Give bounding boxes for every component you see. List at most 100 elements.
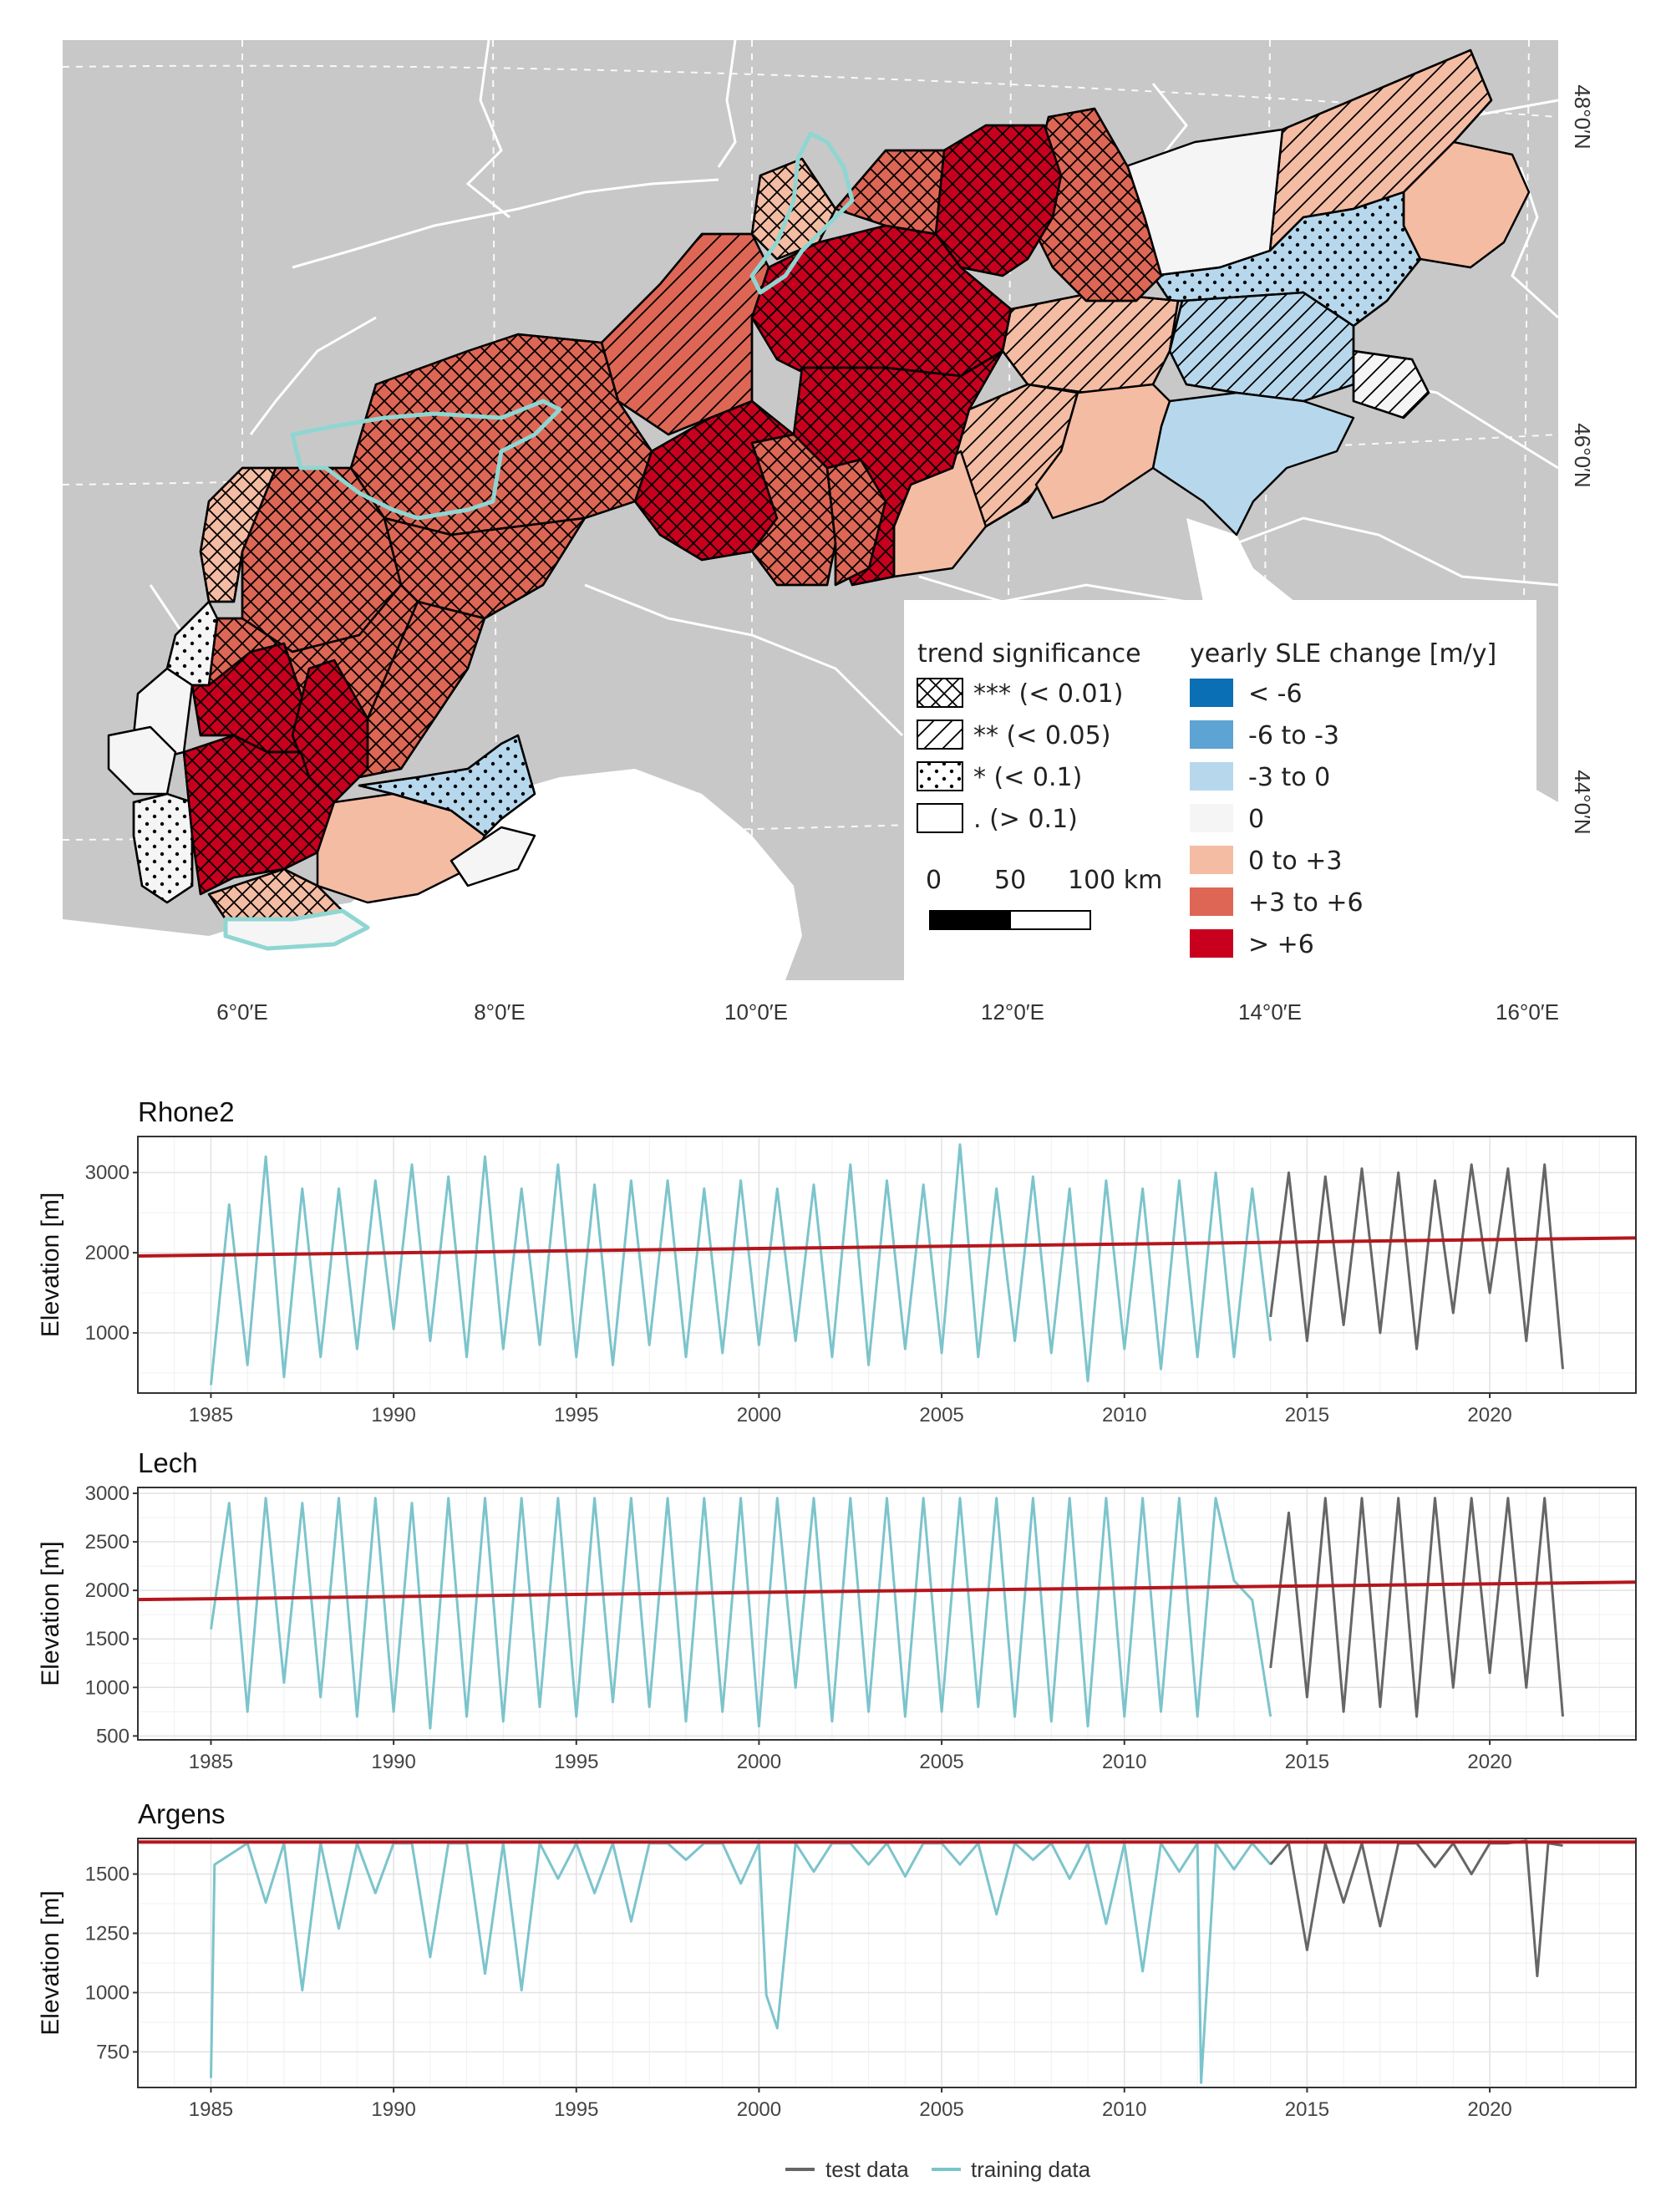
legend-significance-label: * (< 0.1) <box>973 763 1082 792</box>
lat-label: 44°0′N <box>1570 770 1595 834</box>
legend-change-label: 0 <box>1248 805 1264 834</box>
y-tick-label: 1500 <box>85 1864 130 1886</box>
y-tick-label: 1250 <box>85 1923 130 1945</box>
panel-rhone2: Rhone2 1000 2000 3000 1985 1990 1995 2000 2005 20… <box>37 1096 1637 1426</box>
y-axis-label: Elevation [m] <box>37 1192 64 1337</box>
longitude-labels: 6°0′E 8°0′E 10°0′E 12°0′E 14°0′E 16°0′E <box>216 999 1559 1025</box>
catchment <box>358 600 486 779</box>
x-tick-label: 2000 <box>737 1404 781 1426</box>
legend-significance-label: ** (< 0.05) <box>973 721 1110 750</box>
legend-change-label: -3 to 0 <box>1248 763 1330 792</box>
y-tick-label: 3000 <box>85 1482 130 1505</box>
test-data-line <box>1269 1163 1564 1370</box>
y-tick-label: 3000 <box>85 1162 130 1184</box>
highlight-rhone2 <box>290 399 562 521</box>
catchment <box>449 826 536 887</box>
legend-significance-pattern <box>917 678 963 708</box>
legend-change-swatch <box>1190 679 1233 707</box>
lon-label: 10°0′E <box>724 999 788 1025</box>
catchment <box>834 149 946 236</box>
plot-area <box>138 1137 1636 1393</box>
panel-title: Lech <box>138 1447 198 1478</box>
lon-label: 12°0′E <box>981 999 1044 1025</box>
test-data-line <box>1269 1839 1563 1978</box>
catchment <box>199 466 277 603</box>
legend-change-swatch <box>1190 887 1233 916</box>
x-tick-label: 2020 <box>1467 2098 1511 2121</box>
plot-frame <box>137 1838 1637 2088</box>
legend-significance-pattern <box>917 720 963 750</box>
lat-label: 46°0′N <box>1570 423 1595 487</box>
x-tick-label: 1990 <box>371 1404 415 1426</box>
test-data-label: test data <box>825 2157 909 2182</box>
training-data-label: training data <box>971 2157 1091 2182</box>
catchment <box>1168 291 1355 403</box>
x-tick-label: 1990 <box>371 2098 415 2121</box>
legend-significance-label: . (> 0.1) <box>973 805 1078 834</box>
scalebar-label-0: 0 <box>926 866 942 895</box>
latitude-labels: 48°0′N 46°0′N 44°0′N <box>1570 84 1595 834</box>
y-tick-label: 1000 <box>85 1322 130 1345</box>
legend-change-swatch <box>1190 929 1233 958</box>
x-tick-label: 2000 <box>737 2098 781 2121</box>
legend-change-swatch <box>1190 762 1233 791</box>
test-data-line <box>1269 1497 1564 1718</box>
series-legend: test data training data <box>785 2157 1091 2182</box>
y-axis-label: Elevation [m] <box>37 1890 64 2035</box>
x-tick-label: 1995 <box>554 1751 598 1773</box>
panel-lech: Lech 500 1000 1500 2000 2500 3000 1985 1990 1995 2… <box>37 1447 1637 1773</box>
trend-line <box>137 1236 1637 1258</box>
legend-change-swatch <box>1190 720 1233 749</box>
lon-label: 14°0′E <box>1238 999 1302 1025</box>
x-tick-label: 1995 <box>554 1404 598 1426</box>
legend-change-title: yearly SLE change [m/y] <box>1190 639 1496 669</box>
highlight-lech <box>749 131 855 295</box>
y-tick-label: 750 <box>96 2041 130 2063</box>
x-tick-label: 2015 <box>1285 1404 1329 1426</box>
legend-change-label: 0 to +3 <box>1248 847 1343 876</box>
map-legend: trend significance *** (< 0.01) ** (< 0.0… <box>904 600 1536 980</box>
y-axis-label: Elevation [m] <box>37 1541 64 1686</box>
legend-change-label: > +6 <box>1248 930 1314 959</box>
panel-argens: Argens 750 1000 1250 1500 1985 1990 1995 2000 200… <box>37 1798 1637 2121</box>
scalebar-black-segment <box>929 910 1011 930</box>
x-tick-label: 2005 <box>919 1751 963 1773</box>
legend-significance-pattern <box>917 761 963 791</box>
panel-title: Argens <box>138 1798 226 1829</box>
plot-area <box>138 1487 1636 1740</box>
x-tick-label: 1990 <box>371 1751 415 1773</box>
lat-label: 48°0′N <box>1570 84 1595 149</box>
catchment <box>1034 383 1171 520</box>
catchment <box>132 792 194 904</box>
legend-significance-items: *** (< 0.01) ** (< 0.05) * (< 0.1) . (> 0.1… <box>917 678 1123 834</box>
plot-frame <box>137 1487 1637 1741</box>
catchment <box>1352 349 1430 420</box>
catchment <box>358 734 536 837</box>
x-tick-label: 2010 <box>1102 1404 1146 1426</box>
lon-label: 16°0′E <box>1496 999 1559 1025</box>
x-tick-label: 1995 <box>554 2098 598 2121</box>
x-tick-label: 2015 <box>1285 1751 1329 1773</box>
time-series-panels: Rhone2 1000 2000 3000 1985 1990 1995 2000 2005 20… <box>37 1096 1637 2121</box>
x-tick-label: 1985 <box>189 1751 233 1773</box>
legend-change-label: +3 to +6 <box>1248 888 1364 918</box>
legend-significance-swatch <box>917 803 963 833</box>
panel-title: Rhone2 <box>138 1096 235 1127</box>
x-tick-label: 2015 <box>1285 2098 1329 2121</box>
y-tick-label: 2000 <box>85 1242 130 1264</box>
legend-change-swatch <box>1190 846 1233 874</box>
catchment <box>825 458 887 587</box>
scalebar-white-segment <box>1009 910 1091 930</box>
training-data-line <box>210 1143 1272 1386</box>
catchment <box>750 433 837 587</box>
x-tick-label: 2020 <box>1467 1751 1511 1773</box>
lon-label: 6°0′E <box>216 999 268 1025</box>
x-tick-label: 2020 <box>1467 1404 1511 1426</box>
legend-significance-title: trend significance <box>917 639 1141 669</box>
x-tick-label: 2000 <box>737 1751 781 1773</box>
legend-change-label: < -6 <box>1248 679 1303 709</box>
x-tick-label: 2005 <box>919 2098 963 2121</box>
trend-line <box>137 1580 1637 1602</box>
scale-bar: 0 50 100 km <box>926 866 1162 930</box>
